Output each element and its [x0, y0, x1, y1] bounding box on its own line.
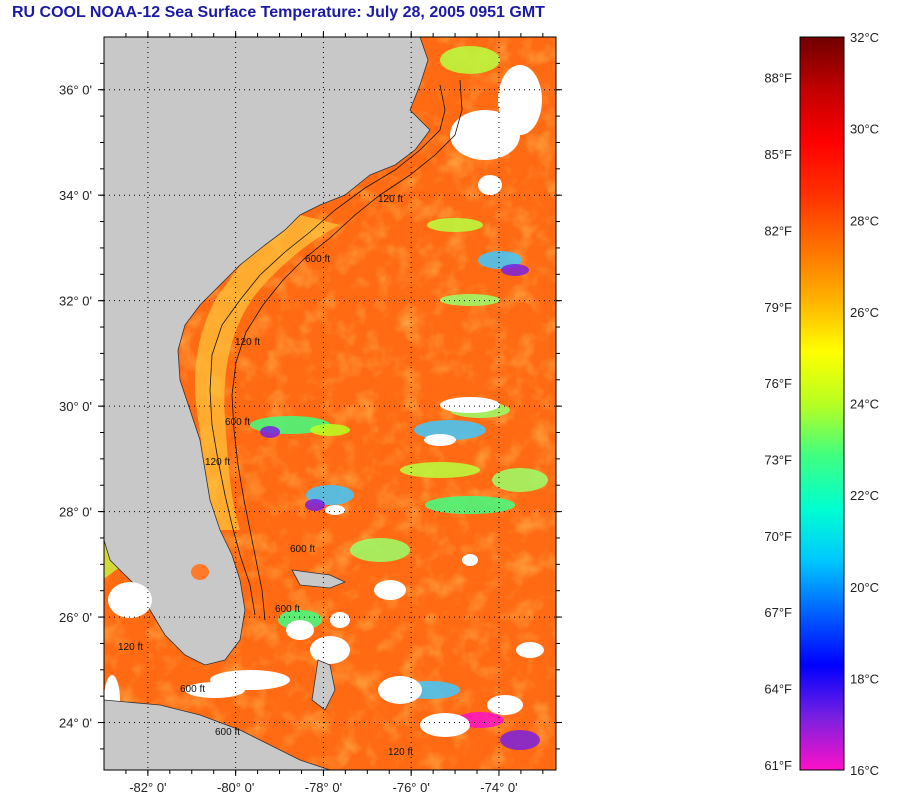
- colorbar: 32°C 30°C 28°C 26°C 24°C 22°C 20°C 18°C 16°C 88°F…: [764, 30, 879, 778]
- map-axis-ticks: [98, 31, 562, 776]
- isobath-label: 600 ft: [215, 727, 240, 738]
- cloud-patch: [478, 175, 502, 195]
- colorbar-gradient: [799, 36, 845, 771]
- cloud-patch: [185, 682, 245, 698]
- lon-tick-label: -78° 0': [305, 780, 342, 795]
- isobath-label: 600 ft: [290, 544, 315, 555]
- cool-patch: [425, 496, 515, 514]
- colorbar-fahrenheit-label: 67°F: [764, 605, 792, 620]
- cloud-patch: [378, 676, 422, 704]
- cloud-patch: [310, 636, 350, 664]
- lat-tick-label: 26° 0': [59, 610, 92, 625]
- isobath-label: 120 ft: [205, 457, 230, 468]
- lat-tick-label: 32° 0': [59, 294, 92, 309]
- land-southeast-us: [104, 37, 431, 666]
- land-grand-bahama: [291, 569, 347, 589]
- isobath-label: 120 ft: [235, 337, 260, 348]
- cloud-patch: [374, 580, 406, 600]
- map-title: RU COOL NOAA-12 Sea Surface Temperature:…: [12, 4, 545, 21]
- isobath-labels: 120 ft 600 ft 120 ft 600 ft 120 ft 600 ft 600 …: [118, 194, 413, 758]
- land-cuba: [104, 699, 331, 770]
- cloud-patch: [286, 620, 314, 640]
- cloud-patch: [330, 612, 350, 628]
- map-area: 120 ft 600 ft 120 ft 600 ft 120 ft 600 ft 600 …: [104, 37, 556, 770]
- cool-patch: [305, 499, 325, 511]
- colorbar-labels: 32°C 30°C 28°C 26°C 24°C 22°C 20°C 18°C 16°C 88°F…: [764, 30, 879, 778]
- colorbar-celsius-label: 18°C: [850, 671, 879, 686]
- colorbar-fahrenheit-label: 82°F: [764, 223, 792, 238]
- lat-tick-label: 30° 0': [59, 399, 92, 414]
- isobath-label: 600 ft: [225, 417, 250, 428]
- cloud-patch: [462, 554, 478, 566]
- colorbar-celsius-label: 28°C: [850, 213, 879, 228]
- land-andros: [311, 659, 336, 711]
- cloud-patch: [498, 65, 542, 135]
- colorbar-celsius-label: 30°C: [850, 122, 879, 137]
- lon-tick-label: -82° 0': [129, 780, 166, 795]
- colorbar-fahrenheit-label: 61°F: [764, 758, 792, 773]
- cool-water-patches: [106, 46, 548, 750]
- cool-patch: [310, 424, 350, 436]
- isobath-label: 600 ft: [275, 604, 300, 615]
- cloud-patch: [440, 397, 500, 413]
- isobath-label: 600 ft: [180, 684, 205, 695]
- isobath-label: 600 ft: [305, 254, 330, 265]
- cloud-patch: [487, 695, 523, 715]
- isobath-120ft: [209, 84, 446, 616]
- cool-patch: [427, 218, 483, 232]
- lon-tick-label: -74° 0': [480, 780, 517, 795]
- lon-tick-label: -80° 0': [217, 780, 254, 795]
- colorbar-celsius-label: 20°C: [850, 580, 879, 595]
- lat-tick-label: 34° 0': [59, 188, 92, 203]
- colorbar-fahrenheit-label: 70°F: [764, 529, 792, 544]
- isobath-label: 120 ft: [388, 747, 413, 758]
- cool-patch: [492, 468, 548, 492]
- cloud-patch: [108, 582, 152, 618]
- cloud-patch: [424, 434, 456, 446]
- lake-okeechobee: [191, 564, 209, 580]
- cool-patch: [350, 538, 410, 562]
- cool-patch: [500, 730, 540, 750]
- colorbar-celsius-label: 16°C: [850, 763, 879, 778]
- lat-tick-label: 36° 0': [59, 83, 92, 98]
- isobath-600ft: [231, 79, 463, 621]
- cool-patch: [400, 462, 480, 478]
- colorbar-celsius-label: 22°C: [850, 488, 879, 503]
- cool-patch: [440, 46, 500, 74]
- colorbar-fahrenheit-label: 64°F: [764, 682, 792, 697]
- coastal-cool-band: [195, 215, 340, 530]
- isobath-label: 120 ft: [118, 642, 143, 653]
- lon-tick-label: -76° 0': [393, 780, 430, 795]
- cloud-patch: [325, 505, 345, 515]
- map-frame: [103, 36, 557, 771]
- cool-patch: [501, 264, 529, 276]
- colorbar-celsius-label: 26°C: [850, 305, 879, 320]
- lat-tick-label: 24° 0': [59, 716, 92, 731]
- colorbar-celsius-label: 32°C: [850, 30, 879, 45]
- colorbar-fahrenheit-label: 76°F: [764, 376, 792, 391]
- colorbar-fahrenheit-label: 79°F: [764, 300, 792, 315]
- isobath-label: 120 ft: [378, 194, 403, 205]
- cloud-patch: [516, 642, 544, 658]
- colorbar-celsius-label: 24°C: [850, 397, 879, 412]
- map-graticule: [104, 37, 556, 770]
- lat-tick-label: 28° 0': [59, 505, 92, 520]
- colorbar-fahrenheit-label: 85°F: [764, 147, 792, 162]
- colorbar-fahrenheit-label: 88°F: [764, 71, 792, 86]
- colorbar-fahrenheit-label: 73°F: [764, 452, 792, 467]
- cloud-patch: [420, 713, 470, 737]
- cloud-patch: [450, 110, 520, 160]
- cool-patch: [440, 294, 500, 306]
- cool-patch: [260, 426, 280, 438]
